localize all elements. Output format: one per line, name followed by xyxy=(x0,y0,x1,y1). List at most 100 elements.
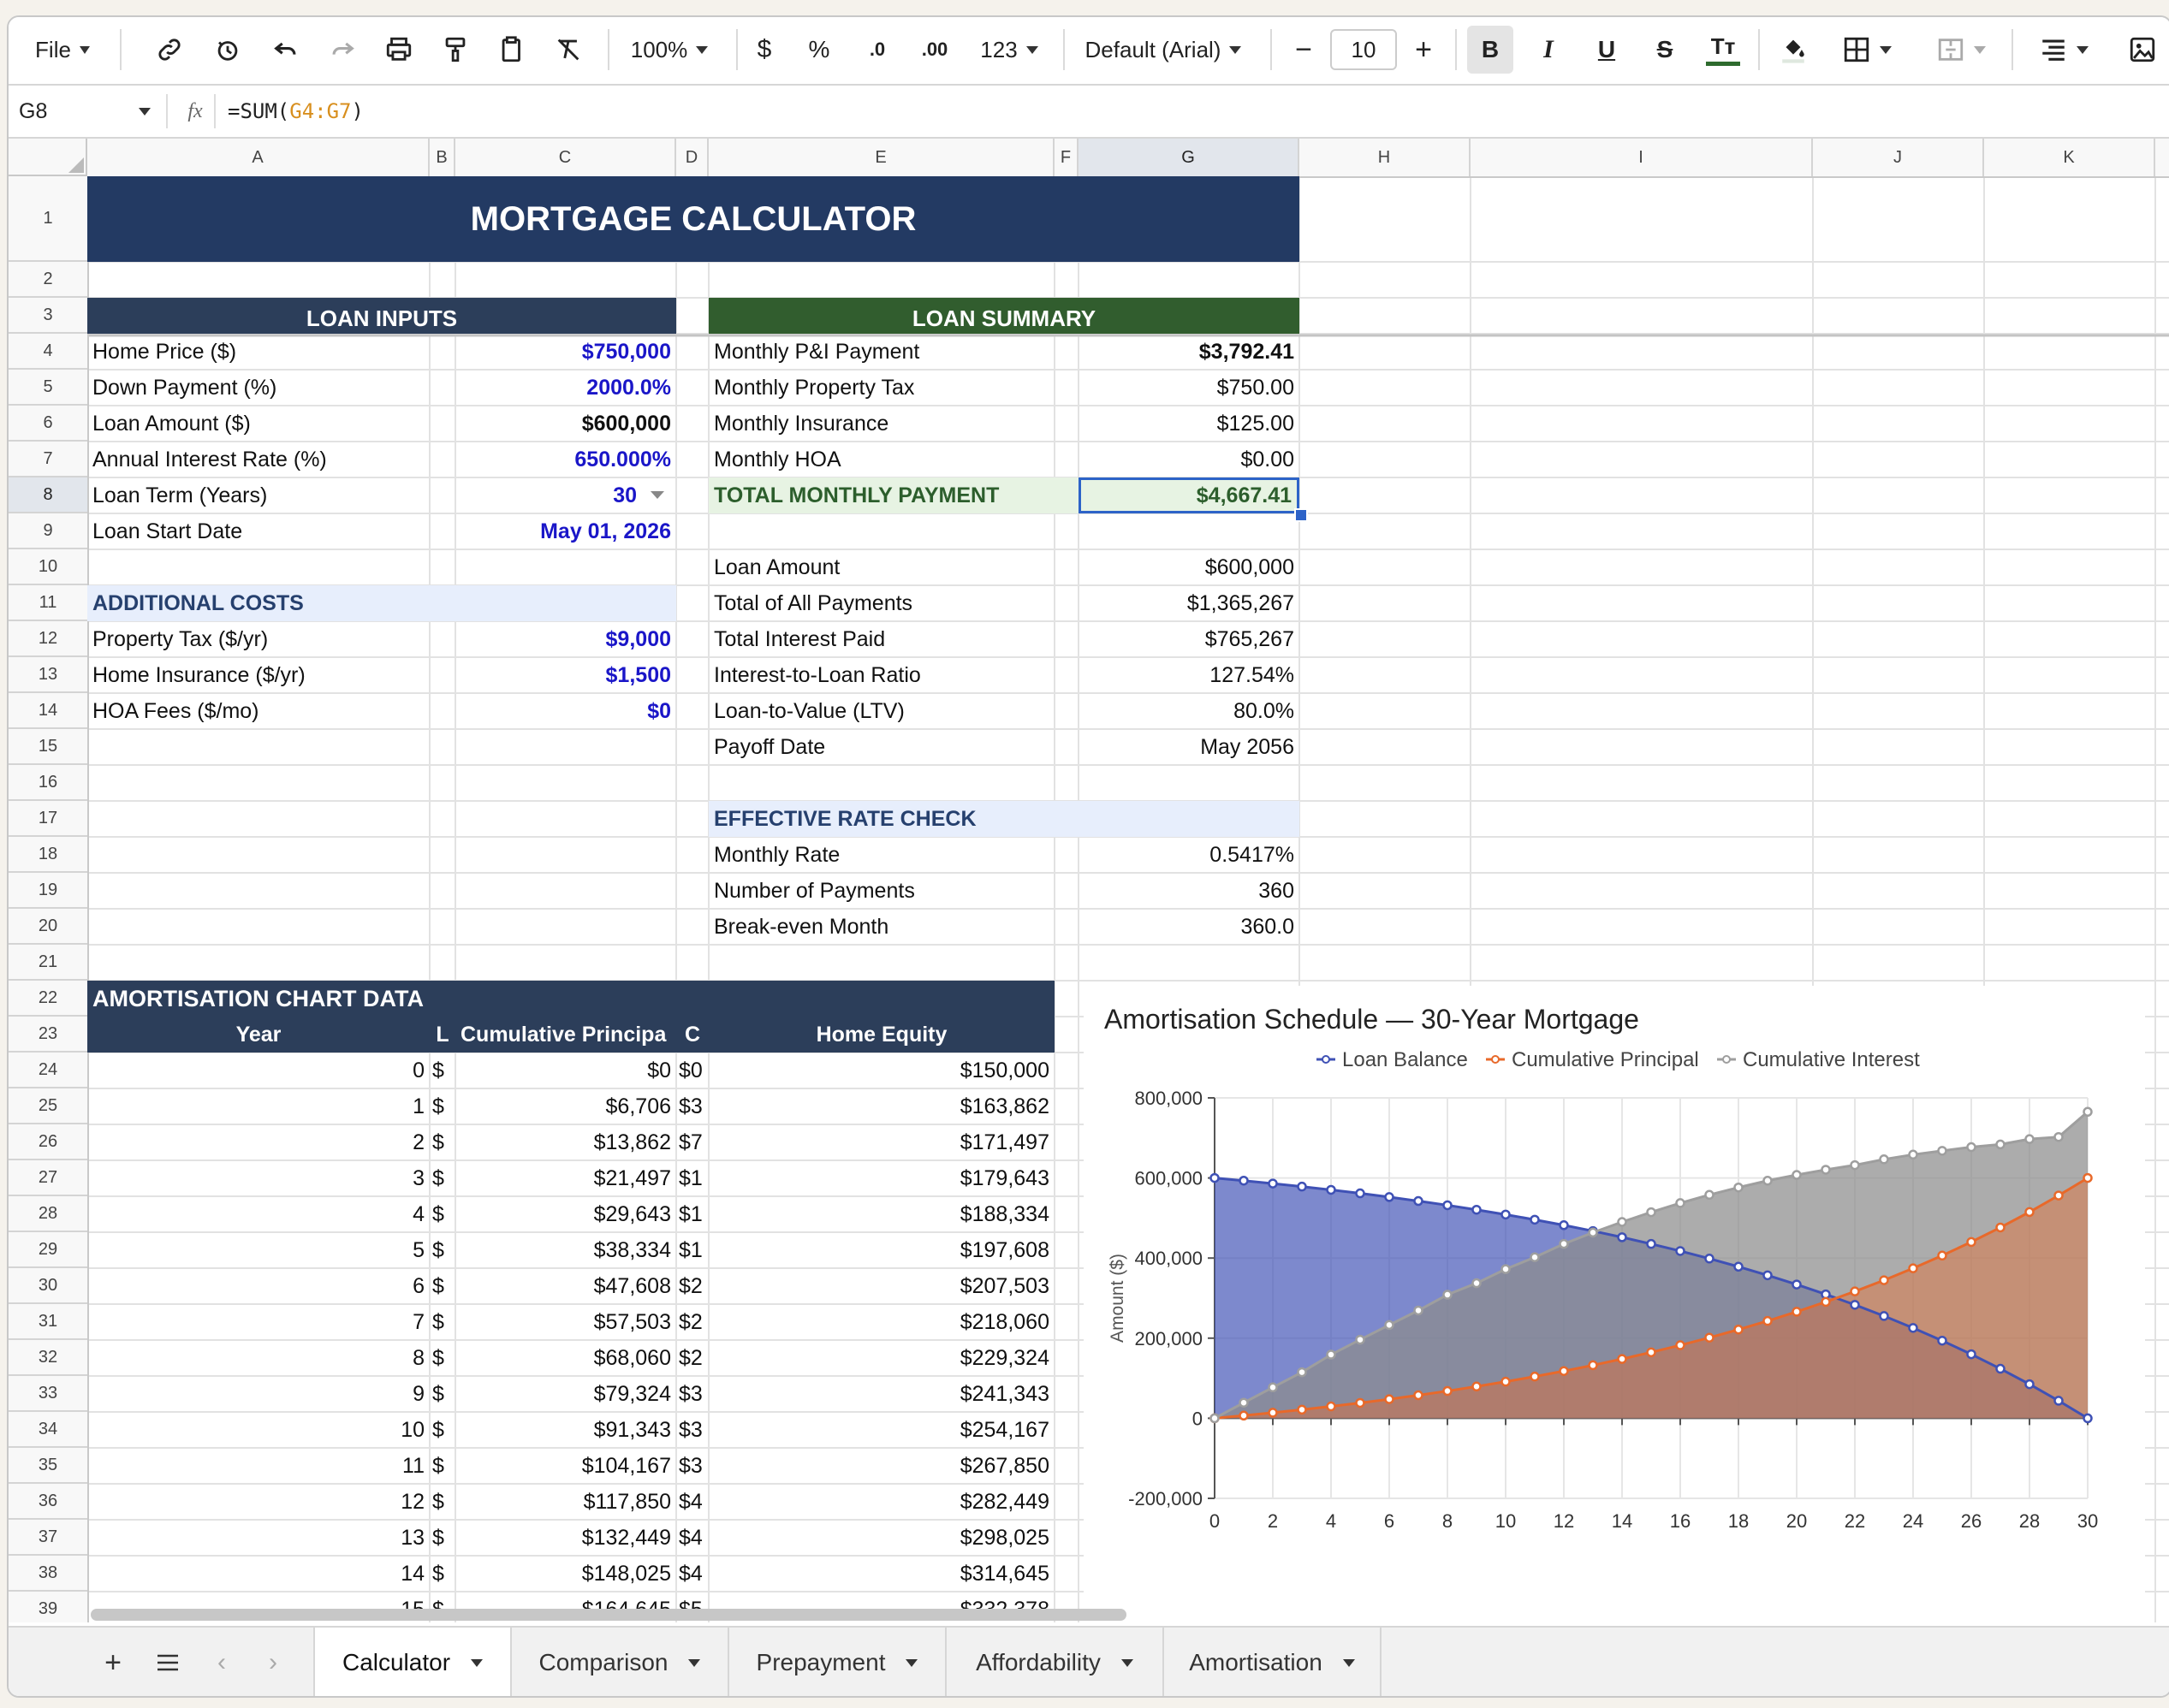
row-header-38[interactable]: 38 xyxy=(9,1556,87,1592)
undo-icon[interactable] xyxy=(262,26,310,74)
amort-cum-interest[interactable]: $2 xyxy=(679,1345,703,1370)
row-header-22[interactable]: 22 xyxy=(9,981,87,1017)
amort-cum-principal[interactable]: $21,497 xyxy=(593,1165,671,1190)
input-value[interactable]: $600,000 xyxy=(581,411,671,436)
name-box[interactable]: G8 xyxy=(19,86,164,137)
amort-balance[interactable]: $ xyxy=(432,1417,444,1442)
amort-year[interactable]: 4 xyxy=(413,1201,425,1226)
amort-balance[interactable]: $ xyxy=(432,1381,444,1406)
input-label[interactable]: Annual Interest Rate (%) xyxy=(92,447,327,471)
tab-menu-chevron-icon[interactable] xyxy=(471,1658,484,1667)
cost-value[interactable]: $9,000 xyxy=(605,626,671,651)
effective-value[interactable]: 0.5417% xyxy=(1209,842,1294,867)
row-header-18[interactable]: 18 xyxy=(9,837,87,873)
amort-balance[interactable]: $ xyxy=(432,1094,444,1118)
summary-label[interactable]: Monthly Property Tax xyxy=(714,375,915,400)
row-header-39[interactable]: 39 xyxy=(9,1592,87,1622)
row-header-20[interactable]: 20 xyxy=(9,909,87,945)
amort-home-equity[interactable]: $229,324 xyxy=(960,1345,1049,1370)
tab-comparison[interactable]: Comparison xyxy=(512,1628,729,1696)
row-header-9[interactable]: 9 xyxy=(9,513,87,549)
underline-button[interactable]: U xyxy=(1597,36,1616,62)
amort-year[interactable]: 10 xyxy=(401,1417,425,1442)
amort-cum-principal[interactable]: $29,643 xyxy=(593,1201,671,1226)
input-value[interactable]: 2000.0% xyxy=(586,375,671,400)
amort-year[interactable]: 5 xyxy=(413,1237,425,1262)
row-header-3[interactable]: 3 xyxy=(9,298,87,334)
amort-home-equity[interactable]: $241,343 xyxy=(960,1381,1049,1406)
column-header-a[interactable]: A xyxy=(87,139,430,176)
zoom-select[interactable]: 100% xyxy=(618,26,721,74)
amort-year[interactable]: 13 xyxy=(401,1525,425,1550)
tab-menu-chevron-icon[interactable] xyxy=(1342,1658,1355,1667)
paint-format-icon[interactable] xyxy=(431,26,479,74)
font-size-input[interactable]: 10 xyxy=(1330,29,1397,70)
amort-year[interactable]: 14 xyxy=(401,1561,425,1586)
input-label[interactable]: Loan Term (Years) xyxy=(92,483,268,507)
effective-value[interactable]: 360.0 xyxy=(1240,914,1294,939)
amort-year[interactable]: 2 xyxy=(413,1130,425,1154)
amort-cum-principal[interactable]: $104,167 xyxy=(581,1453,671,1478)
column-header-k[interactable]: K xyxy=(1984,139,2155,176)
effective-rate-header[interactable]: EFFECTIVE RATE CHECK xyxy=(709,801,1299,837)
text-color-icon[interactable]: Tт xyxy=(1700,26,1746,74)
tab-prepayment[interactable]: Prepayment xyxy=(729,1628,947,1696)
effective-label[interactable]: Number of Payments xyxy=(714,878,915,903)
amort-cum-interest[interactable]: $3 xyxy=(679,1453,703,1478)
tab-affordability[interactable]: Affordability xyxy=(947,1628,1164,1696)
row-header-24[interactable]: 24 xyxy=(9,1053,87,1088)
additional-costs-header[interactable]: ADDITIONAL COSTS xyxy=(87,585,676,621)
amort-cum-interest[interactable]: $2 xyxy=(679,1273,703,1298)
formula-input[interactable]: =SUM(G4:G7) xyxy=(228,99,364,123)
loan-summary-header[interactable]: LOAN SUMMARY xyxy=(709,298,1299,334)
amort-cum-principal[interactable]: $0 xyxy=(647,1058,671,1082)
loan-inputs-header[interactable]: LOAN INPUTS xyxy=(87,298,676,334)
row-header-19[interactable]: 19 xyxy=(9,873,87,909)
summary-value[interactable]: 127.54% xyxy=(1209,662,1294,687)
amort-home-equity[interactable]: $188,334 xyxy=(960,1201,1049,1226)
cost-value[interactable]: $0 xyxy=(647,698,671,723)
amort-balance[interactable]: $ xyxy=(432,1237,444,1262)
amort-cum-interest[interactable]: $3 xyxy=(679,1381,703,1406)
amort-cum-principal[interactable]: $68,060 xyxy=(593,1345,671,1370)
effective-label[interactable]: Monthly Rate xyxy=(714,842,841,867)
merge-cells-icon[interactable] xyxy=(1922,26,2000,74)
amort-home-equity[interactable]: $207,503 xyxy=(960,1273,1049,1298)
borders-icon[interactable] xyxy=(1828,26,1905,74)
row-header-12[interactable]: 12 xyxy=(9,621,87,657)
font-size-increase-button[interactable]: + xyxy=(1415,33,1432,66)
amortisation-header[interactable]: AMORTISATION CHART DATA xyxy=(87,981,1055,1017)
amort-cum-principal[interactable]: $117,850 xyxy=(583,1489,671,1514)
cost-label[interactable]: Home Insurance ($/yr) xyxy=(92,662,306,687)
amort-year[interactable]: 12 xyxy=(401,1489,425,1514)
amort-col-cum-principal[interactable]: Cumulative Principa xyxy=(455,1017,676,1053)
row-header-14[interactable]: 14 xyxy=(9,693,87,729)
row-header-27[interactable]: 27 xyxy=(9,1160,87,1196)
amort-year[interactable]: 0 xyxy=(413,1058,425,1082)
redo-icon[interactable] xyxy=(318,26,366,74)
add-sheet-icon[interactable]: + xyxy=(104,1646,122,1679)
number-format-select[interactable]: 123 xyxy=(971,26,1048,74)
input-value[interactable]: $750,000 xyxy=(581,339,671,364)
input-label[interactable]: Down Payment (%) xyxy=(92,375,277,400)
row-header-4[interactable]: 4 xyxy=(9,334,87,370)
column-header-d[interactable]: D xyxy=(676,139,709,176)
amort-year[interactable]: 6 xyxy=(413,1273,425,1298)
row-header-26[interactable]: 26 xyxy=(9,1124,87,1160)
scroll-tabs-right-icon[interactable]: › xyxy=(269,1648,277,1676)
row-header-36[interactable]: 36 xyxy=(9,1484,87,1520)
amort-cum-principal[interactable]: $38,334 xyxy=(593,1237,671,1262)
amort-balance[interactable]: $ xyxy=(432,1201,444,1226)
amort-balance[interactable]: $ xyxy=(432,1130,444,1154)
column-header-j[interactable]: J xyxy=(1813,139,1984,176)
column-header-f[interactable]: F xyxy=(1055,139,1079,176)
summary-label[interactable]: Monthly P&I Payment xyxy=(714,339,920,364)
amort-year[interactable]: 8 xyxy=(413,1345,425,1370)
file-menu[interactable]: File xyxy=(24,26,101,74)
summary-value[interactable]: $600,000 xyxy=(1204,555,1294,579)
amort-cum-principal[interactable]: $132,449 xyxy=(581,1525,671,1550)
amort-balance[interactable]: $ xyxy=(432,1273,444,1298)
column-header-h[interactable]: H xyxy=(1299,139,1471,176)
increase-decimal-button[interactable]: .00 xyxy=(921,39,948,60)
row-header-11[interactable]: 11 xyxy=(9,585,87,621)
